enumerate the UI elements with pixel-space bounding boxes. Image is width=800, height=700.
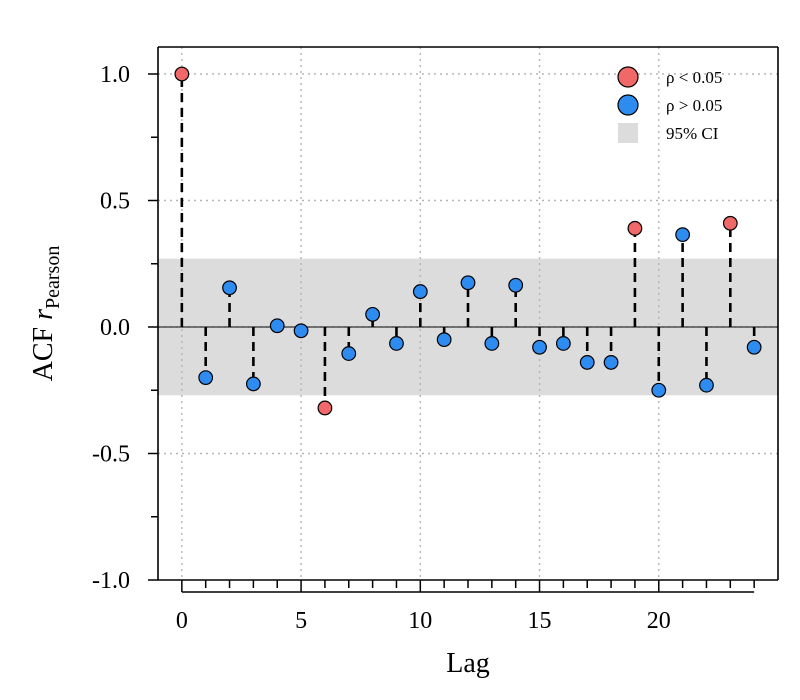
point-lag-23: [722, 215, 738, 231]
legend-marker-1: [617, 94, 639, 116]
point-lag-9: [389, 336, 404, 351]
point-lag-2: [222, 280, 237, 296]
point-lag-20: [651, 382, 667, 398]
point-lag-6: [317, 400, 333, 416]
x-tick-label: 0: [176, 608, 188, 634]
x-axis-title: Lag: [446, 648, 490, 679]
point-lag-1: [198, 370, 214, 386]
x-tick-label: 15: [528, 608, 552, 634]
point-lag-24: [746, 339, 762, 355]
point-lag-14: [508, 277, 524, 293]
point-lag-4: [269, 318, 285, 334]
point-lag-15: [532, 339, 547, 355]
point-lag-18: [603, 355, 619, 370]
point-lag-22: [699, 377, 714, 393]
point-lag-11: [436, 332, 452, 348]
y-tick-label: -0.5: [92, 442, 130, 468]
legend-label-2: 95% CI: [666, 124, 719, 143]
axes-layer: 1.0 0.5 0.0 -0.5 -1.0 0 5 10 15 20: [92, 62, 755, 634]
y-tick-label: 0.5: [100, 189, 130, 215]
point-lag-7: [341, 346, 357, 361]
point-lag-5: [293, 323, 309, 339]
legend: ρ < 0.05 ρ > 0.05 95% CI: [617, 66, 722, 143]
point-lag-19: [627, 220, 643, 236]
legend-label-1: ρ > 0.05: [666, 96, 722, 115]
point-lag-16: [555, 336, 571, 351]
y-axis-title: ACF rPearson: [28, 246, 64, 382]
point-lag-21: [675, 227, 691, 243]
legend-label-0: ρ < 0.05: [666, 68, 722, 87]
y-tick-label: 1.0: [100, 62, 130, 88]
x-tick-label: 5: [295, 608, 307, 634]
legend-swatch-2: [618, 123, 638, 143]
point-lag-13: [484, 336, 500, 351]
point-lag-17: [579, 355, 595, 370]
point-lag-12: [460, 275, 476, 291]
x-tick-label: 20: [647, 608, 671, 634]
axis-titles: Lag ACF rPearson: [28, 246, 490, 679]
point-lag-8: [365, 306, 381, 322]
y-tick-label: -1.0: [92, 568, 130, 594]
x-tick-label: 10: [408, 608, 432, 634]
y-axis-title-prefix: ACF: [28, 320, 59, 381]
point-lag-10: [412, 284, 428, 299]
point-lag-3: [245, 376, 261, 392]
y-axis-title-var: r: [28, 309, 59, 320]
point-lag-0: [174, 66, 190, 82]
y-tick-label: 0.0: [100, 315, 130, 341]
points-layer: [174, 66, 762, 416]
legend-marker-0: [617, 66, 639, 88]
y-axis-title-sub: Pearson: [42, 246, 64, 309]
